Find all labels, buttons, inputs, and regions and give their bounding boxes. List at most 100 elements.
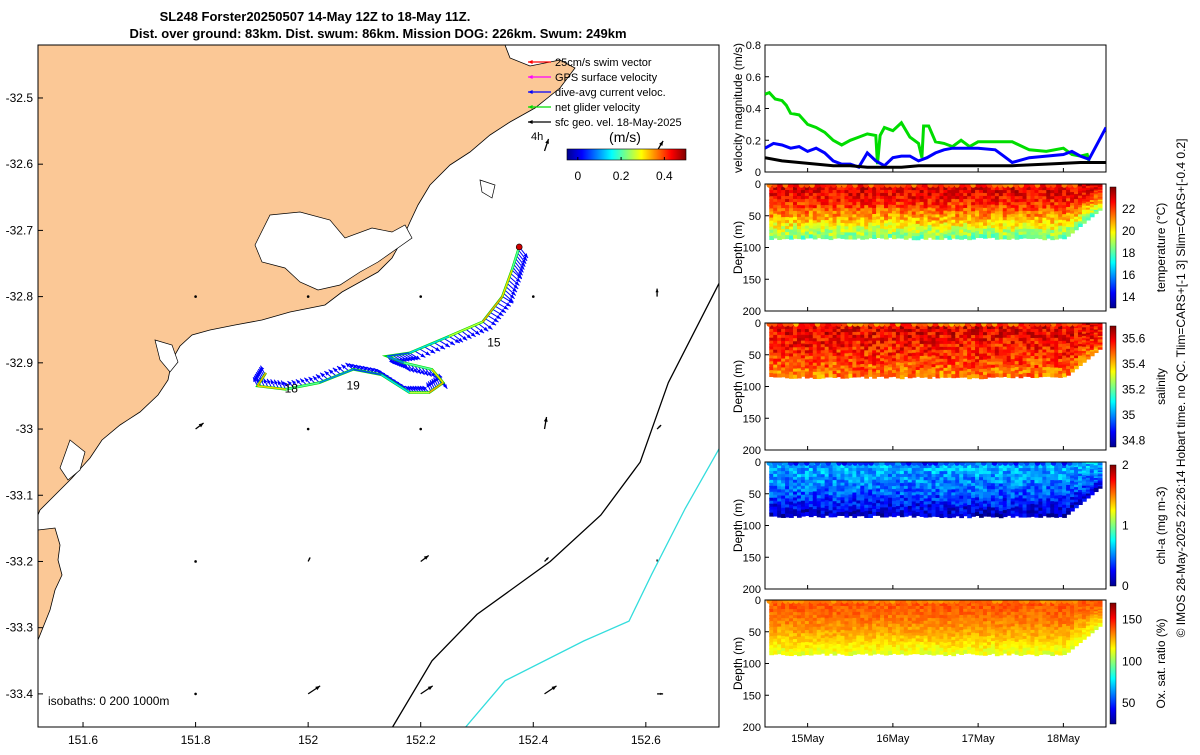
surface-sample-dot [842,321,848,327]
legend-label-0: 25cm/s swim vector [555,57,652,69]
section-ytick-label: 150 [743,413,761,425]
surface-sample-dot [986,182,992,188]
surface-sample-dot [895,182,901,188]
surface-sample-dot [901,321,907,327]
section-colorbar-label: salinity [1154,368,1168,405]
surface-sample-dot [1029,321,1035,327]
surface-sample-dot [960,321,966,327]
surface-sample-dot [766,182,772,188]
surface-sample-dot [1024,321,1030,327]
surface-sample-dot [981,321,987,327]
section-colorbar-tick: 35 [1122,408,1136,422]
surface-sample-dot [1003,182,1009,188]
surface-sample-dot [783,182,789,188]
section-ytick-label: 200 [743,306,761,318]
surface-sample-dot [997,182,1003,188]
map-xtick-label: 152.6 [631,733,661,747]
surface-sample-dot [772,182,778,188]
section-cell [1090,214,1095,217]
surface-sample-dot [1062,182,1068,188]
velocity-ytick-label: 0.6 [746,72,761,84]
surface-sample-dot [868,182,874,188]
surface-sample-dot [863,182,869,188]
surface-sample-dot [874,182,880,188]
surface-sample-dot [815,321,821,327]
section-cell [1078,224,1083,227]
surface-sample-dot [1035,182,1041,188]
geostrophic-vector [194,295,197,298]
surface-sample-dot [772,460,778,466]
surface-sample-dot [836,182,842,188]
section-cell [1086,496,1091,499]
velocity-ytick-label: 0 [755,167,761,179]
section-colorbar-tick: 18 [1122,246,1136,260]
surface-sample-dot [960,182,966,188]
surface-sample-dot [820,460,826,466]
surface-sample-dot [1003,321,1009,327]
map-xtick-label: 152.4 [518,733,548,747]
geostrophic-vector [194,693,197,696]
surface-sample-dot [1051,182,1057,188]
surface-sample-dot [949,321,955,327]
surface-sample-dot [911,182,917,188]
surface-sample-dot [858,182,864,188]
surface-sample-dot [911,321,917,327]
geostrophic-vector [307,295,310,298]
map-ytick-label: -33.1 [6,488,34,502]
surface-sample-dot [938,182,944,188]
surface-sample-dot [901,182,907,188]
surface-sample-dot [970,321,976,327]
surface-sample-dot [852,321,858,327]
surface-sample-dot [847,321,853,327]
speed-cb-tick-label: 0.4 [656,169,673,183]
surface-sample-dot [922,321,928,327]
section-ytick-label: 100 [743,243,761,255]
section-ytick-label: 100 [743,382,761,394]
surface-sample-dot [799,460,805,466]
section-ylabel: Depth (m) [731,221,745,274]
surface-sample-dot [836,321,842,327]
map-xtick-label: 152 [298,733,318,747]
surface-sample-dot [992,182,998,188]
section-cell [1086,218,1091,221]
surface-sample-dot [863,321,869,327]
geostrophic-vector [657,559,658,561]
surface-sample-dot [766,460,772,466]
surface-sample-dot [809,460,815,466]
surface-sample-dot [890,182,896,188]
surface-sample-dot [917,321,923,327]
surface-sample-dot [1040,182,1046,188]
speed-cb-tick-label: 0 [574,169,581,183]
surface-sample-dot [831,321,837,327]
surface-sample-dot [917,182,923,188]
section-cell [1074,505,1079,509]
figure-title-line2: Dist. over ground: 83km. Dist. swum: 86k… [129,26,626,41]
geostrophic-vector [307,428,310,431]
section-colorbar-tick: 20 [1122,224,1136,238]
surface-sample-dot [804,182,810,188]
velocity-ytick-label: 0.8 [746,40,761,52]
surface-sample-dot [906,321,912,327]
surface-sample-dot [1029,182,1035,188]
surface-sample-dot [970,182,976,188]
surface-sample-dot [815,182,821,188]
section-colorbar [1110,187,1116,308]
surface-sample-dot [820,182,826,188]
section-cell [1094,350,1099,353]
surface-sample-dot [1045,321,1051,327]
surface-sample-dot [777,182,783,188]
surface-sample-dot [868,321,874,327]
surface-sample-dot [783,460,789,466]
surface-sample-dot [793,321,799,327]
surface-sample-dot [997,321,1003,327]
geostrophic-vector [419,295,422,298]
section-cell [1074,366,1079,370]
surface-sample-dot [852,182,858,188]
legend-label-2: dive-avg current veloc. [555,87,666,99]
surface-sample-dot [804,460,810,466]
geostrophic-vector [532,295,535,298]
velocity-ytick-label: 0.2 [746,135,761,147]
